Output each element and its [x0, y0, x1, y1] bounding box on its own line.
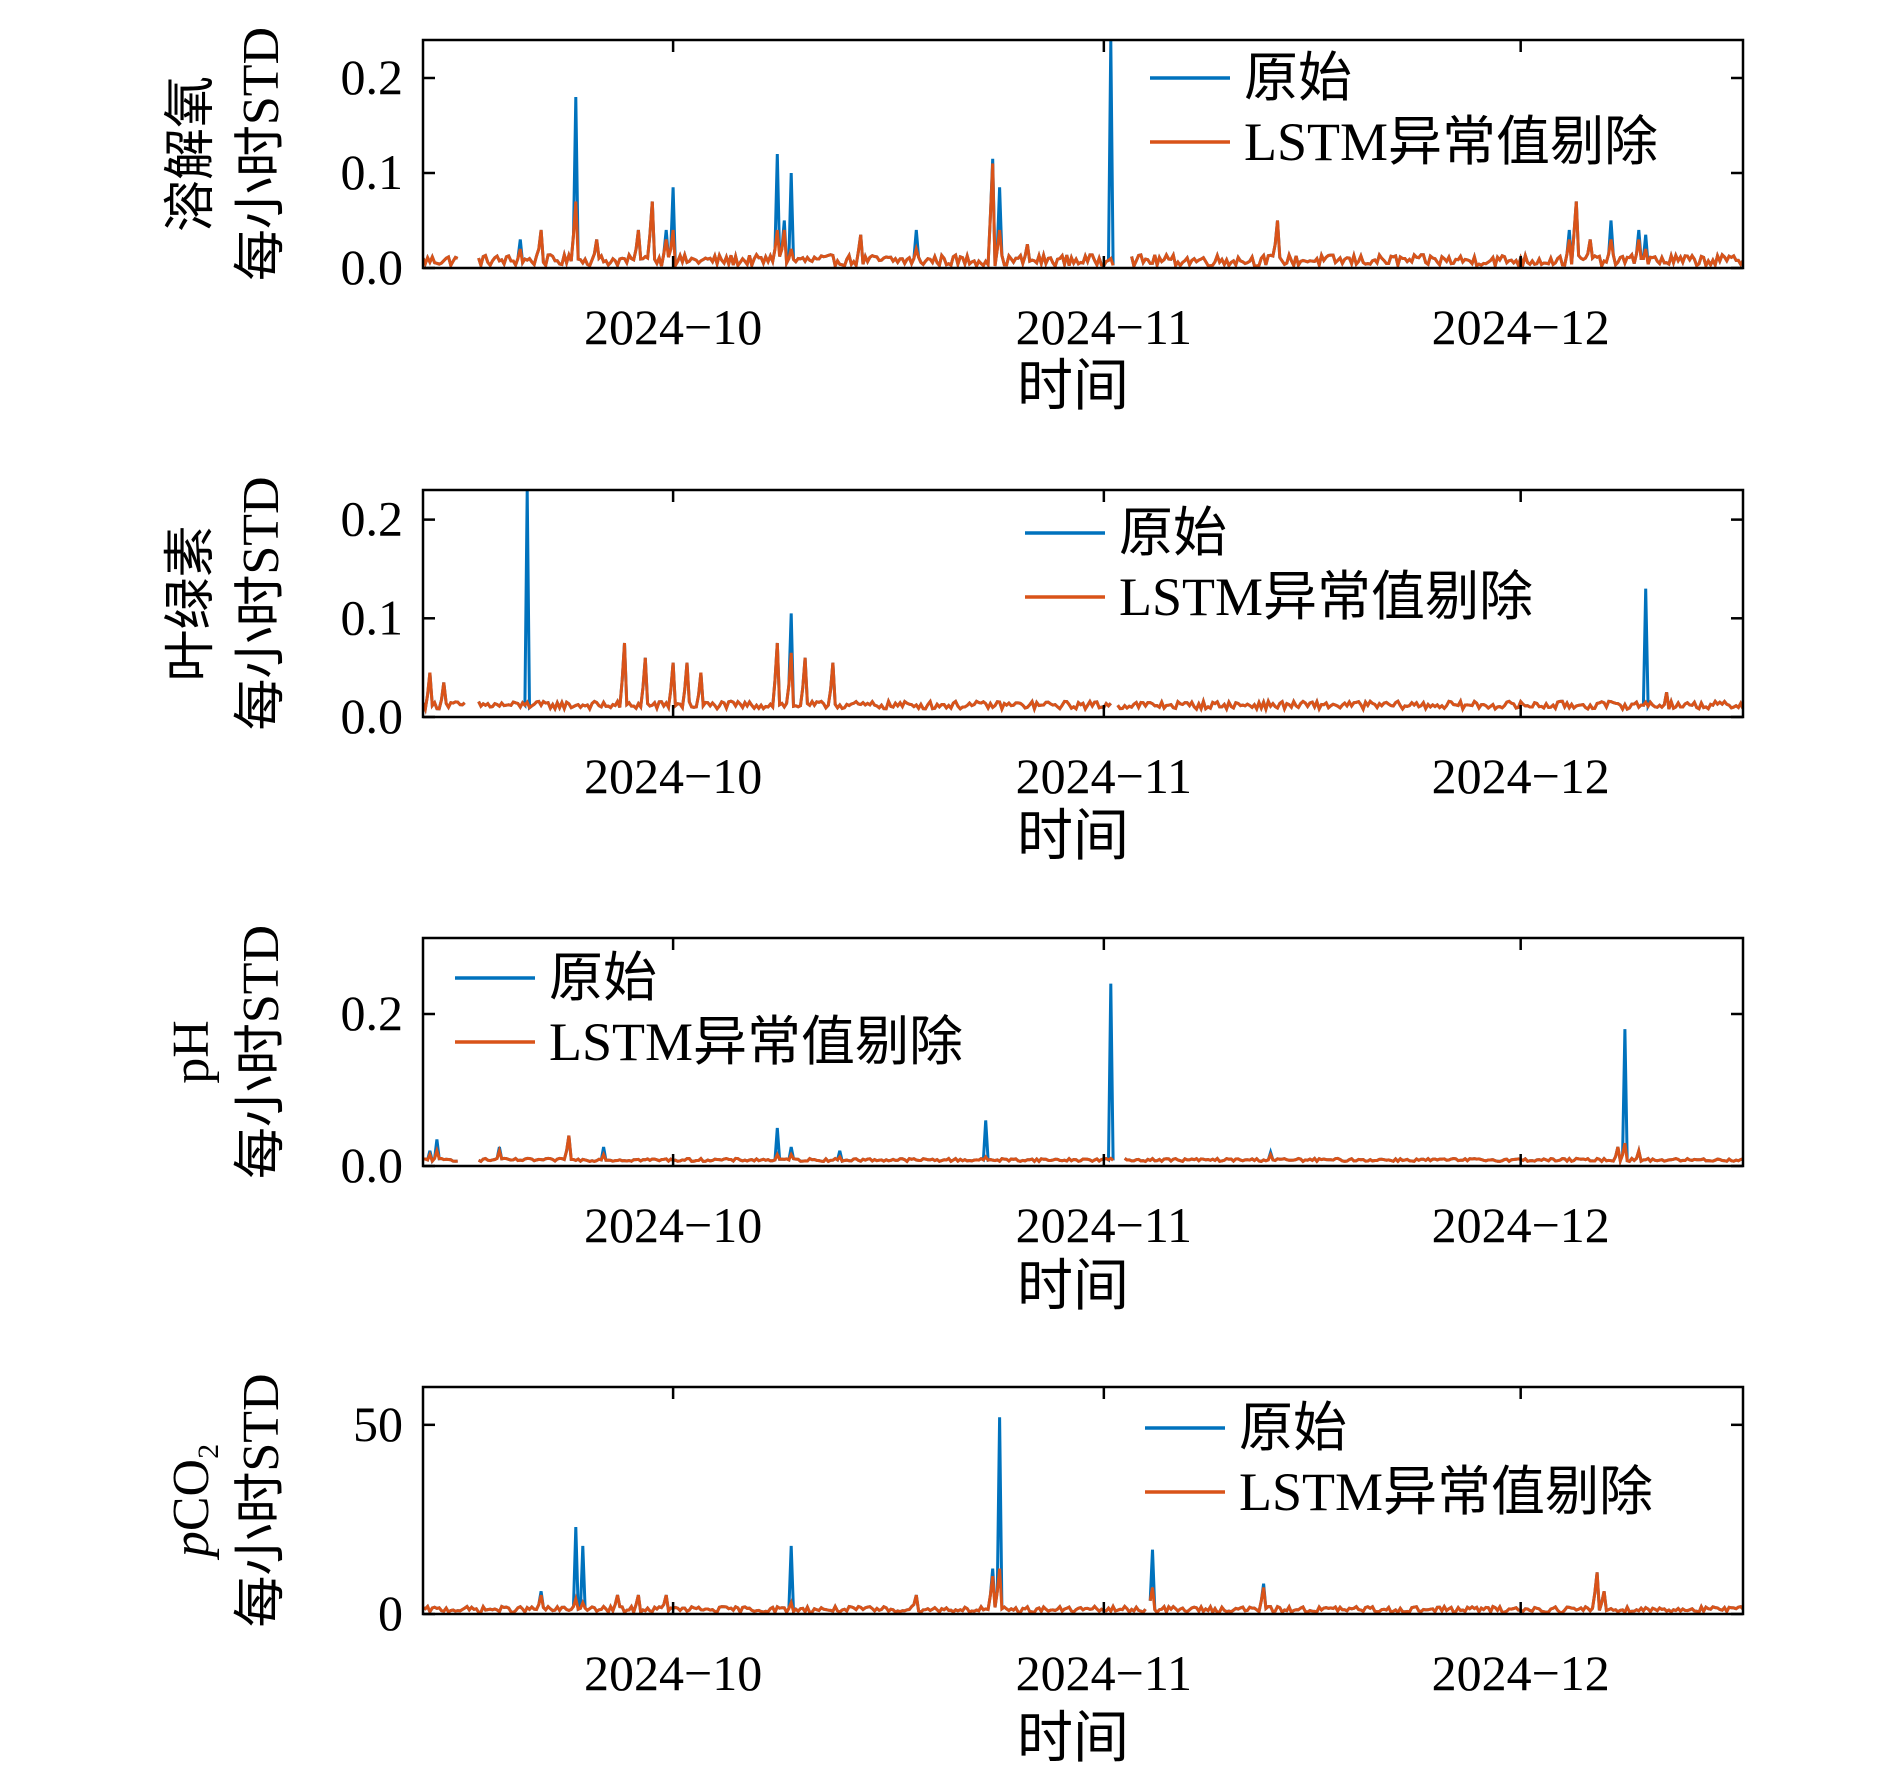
x-tick-label: 2024−11 [1016, 299, 1192, 355]
x-tick-label: 2024−12 [1432, 1197, 1610, 1253]
plot-frame [421, 488, 1745, 719]
y-axis-label: 溶解氧 每小时STD [163, 27, 290, 281]
y-axis-label-line2: 每小时STD [233, 476, 290, 730]
legend-label-lstm-cleaned: LSTM异常值剔除 [549, 1012, 963, 1072]
y-tick-label: 0.0 [341, 1137, 404, 1193]
x-tick-label: 2024−11 [1016, 1645, 1192, 1701]
legend-label-original: 原始 [1119, 503, 1227, 563]
series-line-lstm-cleaned [423, 163, 1743, 268]
series-line-lstm-cleaned [423, 642, 1743, 715]
y-axis-label-line2: 每小时STD [233, 27, 290, 281]
y-axis-label: 叶绿素 每小时STD [163, 476, 290, 730]
y-axis-label: pCO2 每小时STD [163, 1373, 290, 1627]
y-axis-label: pH 每小时STD [163, 925, 290, 1179]
y-tick-label: 0.0 [341, 688, 404, 744]
chart-panel-2: 0.0 0.1 0.2 2024−10 2024−11 2024−12 时间 叶绿素 每小时ST… [163, 476, 1745, 868]
x-tick-label: 2024−10 [584, 748, 762, 804]
y-tick-label: 0.1 [341, 144, 404, 200]
y-tick-label: 0.2 [341, 985, 404, 1041]
x-tick-label: 2024−10 [584, 1197, 762, 1253]
x-tick-label: 2024−10 [584, 299, 762, 355]
y-axis-label-line1: 溶解氧 [163, 76, 220, 232]
x-tick-label: 2024−12 [1432, 748, 1610, 804]
series-line-lstm-cleaned [423, 1135, 1743, 1166]
y-tick-label: 0.2 [341, 49, 404, 105]
chart-panel-1: 0.0 0.1 0.2 2024−10 2024−11 2024−12 时间 溶解氧 每小时ST… [163, 27, 1745, 418]
y-tick-label: 0 [378, 1585, 403, 1641]
x-tick-label: 2024−10 [584, 1645, 762, 1701]
y-tick-label: 0.1 [341, 589, 404, 645]
chart-panel-3: 0.0 0.2 2024−10 2024−11 2024−12 时间 pH 每小时STD 原始L… [163, 925, 1745, 1318]
x-tick-label: 2024−12 [1432, 299, 1610, 355]
y-tick-label: 0.0 [341, 239, 404, 295]
legend-label-original: 原始 [1244, 48, 1352, 108]
series-line-original [423, 983, 1743, 1166]
x-axis-label: 时间 [1017, 806, 1129, 868]
legend-label-lstm-cleaned: LSTM异常值剔除 [1119, 567, 1533, 627]
legend-label-original: 原始 [549, 948, 657, 1008]
x-tick-label: 2024−11 [1016, 1197, 1192, 1253]
y-axis-label-line1: pCO2 [163, 1444, 225, 1561]
y-tick-label: 50 [353, 1396, 403, 1452]
y-axis-label-line2: 每小时STD [233, 1373, 290, 1627]
x-axis-label: 时间 [1017, 356, 1129, 418]
y-axis-label-line2: 每小时STD [233, 925, 290, 1179]
x-axis-label: 时间 [1017, 1256, 1129, 1318]
plot-frame [421, 38, 1745, 270]
y-axis-label-line1: 叶绿素 [163, 525, 220, 681]
x-axis-label: 时间 [1017, 1708, 1129, 1770]
plot-frame [421, 936, 1745, 1168]
y-axis-label-line1: pH [163, 1020, 220, 1084]
x-tick-label: 2024−11 [1016, 748, 1192, 804]
chart-panel-4: 0 50 2024−10 2024−11 2024−12 时间 pCO2 每小时STD 原始LS… [163, 1373, 1745, 1770]
y-tick-label: 0.2 [341, 491, 404, 547]
series-line-lstm-cleaned [423, 1568, 1743, 1614]
plot-frame [421, 1385, 1745, 1616]
x-tick-label: 2024−12 [1432, 1645, 1610, 1701]
legend-label-original: 原始 [1239, 1398, 1347, 1458]
legend-label-lstm-cleaned: LSTM异常值剔除 [1244, 112, 1658, 172]
legend-label-lstm-cleaned: LSTM异常值剔除 [1239, 1462, 1653, 1522]
